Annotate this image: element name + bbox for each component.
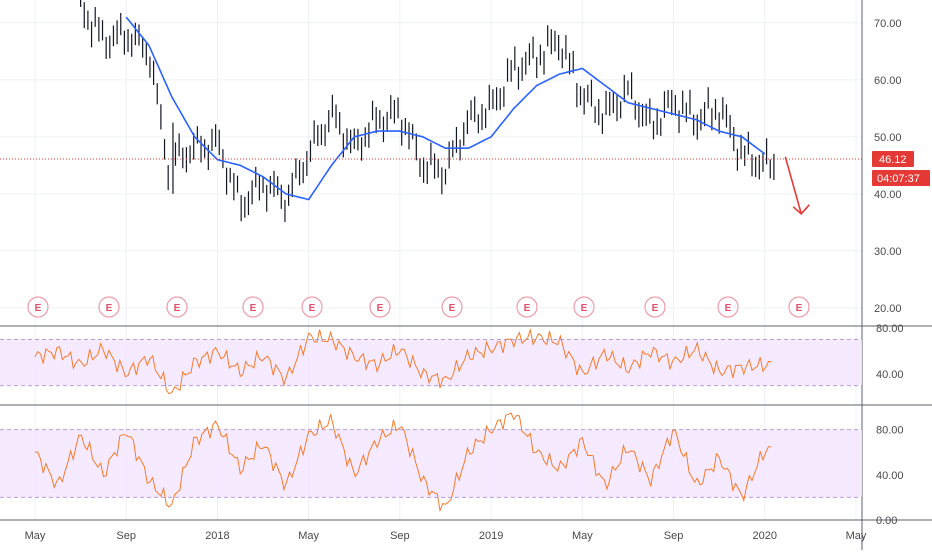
earnings-marker — [516, 296, 538, 318]
earnings-marker — [301, 296, 323, 318]
time-axis-tick: 2018 — [205, 530, 229, 542]
price-axis-tick: 70.00 — [874, 18, 902, 30]
price-axis-tick: 30.00 — [874, 246, 902, 258]
earnings-marker — [573, 296, 595, 318]
earnings-marker-label: E — [309, 303, 316, 314]
countdown-tag — [872, 169, 930, 186]
earnings-marker-label: E — [250, 303, 257, 314]
earnings-marker — [441, 296, 463, 318]
time-axis-tick: 2020 — [753, 530, 777, 542]
earnings-marker-label: E — [652, 303, 659, 314]
time-axis-tick: Sep — [390, 530, 410, 542]
earnings-marker-label: E — [524, 303, 531, 314]
earnings-marker-label: E — [796, 303, 803, 314]
time-axis-tick: 2019 — [479, 530, 503, 542]
indicator-2-line — [34, 412, 772, 513]
moving-average-line — [125, 16, 766, 201]
price-axis-tick: 20.00 — [874, 303, 902, 315]
earnings-marker-label: E — [581, 303, 588, 314]
countdown-label: 04:07:37 — [877, 173, 920, 185]
price-axis-tick: 40.00 — [874, 189, 902, 201]
earnings-marker — [788, 296, 810, 318]
indicator-1-axis-tick: 80.00 — [876, 323, 904, 335]
earnings-marker — [242, 296, 264, 318]
current-price-tag — [872, 150, 914, 167]
earnings-marker-label: E — [449, 303, 456, 314]
indicator-2-band — [0, 429, 862, 498]
earnings-marker-label: E — [174, 303, 181, 314]
price-axis-tick: 50.00 — [874, 132, 902, 144]
earnings-marker-label: E — [35, 303, 42, 314]
time-axis-tick: May — [25, 530, 46, 542]
annotation-arrow — [784, 156, 803, 215]
earnings-marker — [644, 296, 666, 318]
earnings-marker-label: E — [377, 303, 384, 314]
indicator-1-axis-tick: 40.00 — [876, 369, 904, 381]
earnings-marker-label: E — [725, 303, 732, 314]
price-axis-tick: 60.00 — [874, 75, 902, 87]
time-axis-tick: Sep — [664, 530, 684, 542]
earnings-marker — [717, 296, 739, 318]
time-axis-tick: May — [572, 530, 593, 542]
indicator-2-axis-tick: 0.00 — [876, 515, 897, 527]
earnings-marker-label: E — [106, 303, 113, 314]
time-axis-tick: May — [298, 530, 319, 542]
earnings-marker — [369, 296, 391, 318]
earnings-marker — [166, 296, 188, 318]
time-axis-tick: Sep — [116, 530, 136, 542]
earnings-marker — [98, 296, 120, 318]
indicator-2-axis-tick: 40.00 — [876, 470, 904, 482]
indicator-1-line — [34, 328, 772, 395]
indicator-2-axis-tick: 80.00 — [876, 425, 904, 437]
time-axis-tick: May — [846, 530, 867, 542]
earnings-marker — [27, 296, 49, 318]
current-price-label: 46.12 — [879, 154, 907, 166]
annotation-arrowhead — [792, 204, 810, 215]
